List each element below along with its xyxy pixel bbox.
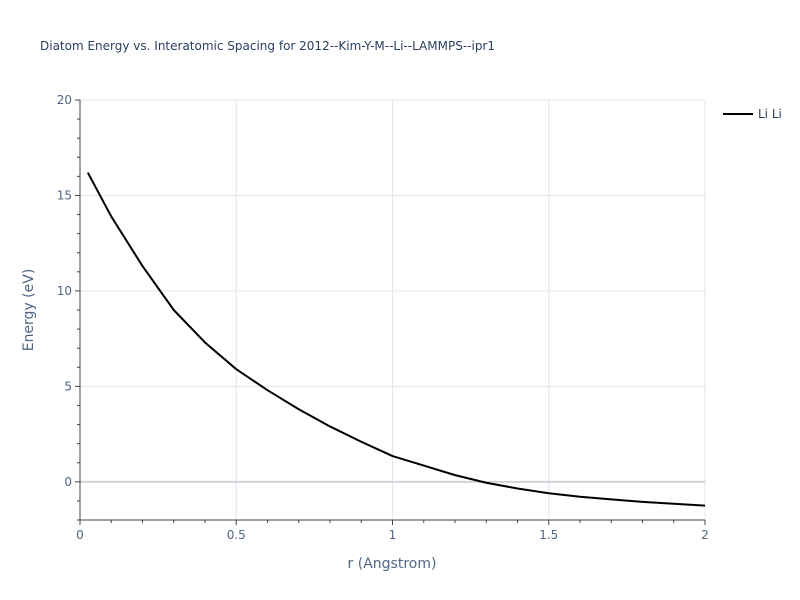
y-tick-label: 5	[64, 379, 72, 393]
chart-title: Diatom Energy vs. Interatomic Spacing fo…	[40, 39, 495, 53]
grid-lines	[80, 99, 706, 520]
y-tick-label: 20	[57, 93, 72, 107]
series-lines	[86, 172, 706, 507]
y-tick-label: 0	[64, 475, 72, 489]
y-tick-label: 15	[57, 188, 72, 202]
x-tick-label: 2	[701, 528, 709, 542]
x-tick-label: 0.5	[227, 528, 246, 542]
legend-label-li-li: Li Li	[758, 107, 782, 121]
x-tick-label: 1.5	[539, 528, 558, 542]
legend[interactable]: Li Li	[723, 107, 782, 121]
y-tick-label: 10	[57, 284, 72, 298]
x-tick-label: 1	[389, 528, 397, 542]
series-line-li-li[interactable]	[86, 172, 706, 507]
x-axis-title: r (Angstrom)	[348, 556, 437, 572]
y-axis-title: Energy (eV)	[21, 269, 37, 352]
x-tick-label: 0	[76, 528, 84, 542]
